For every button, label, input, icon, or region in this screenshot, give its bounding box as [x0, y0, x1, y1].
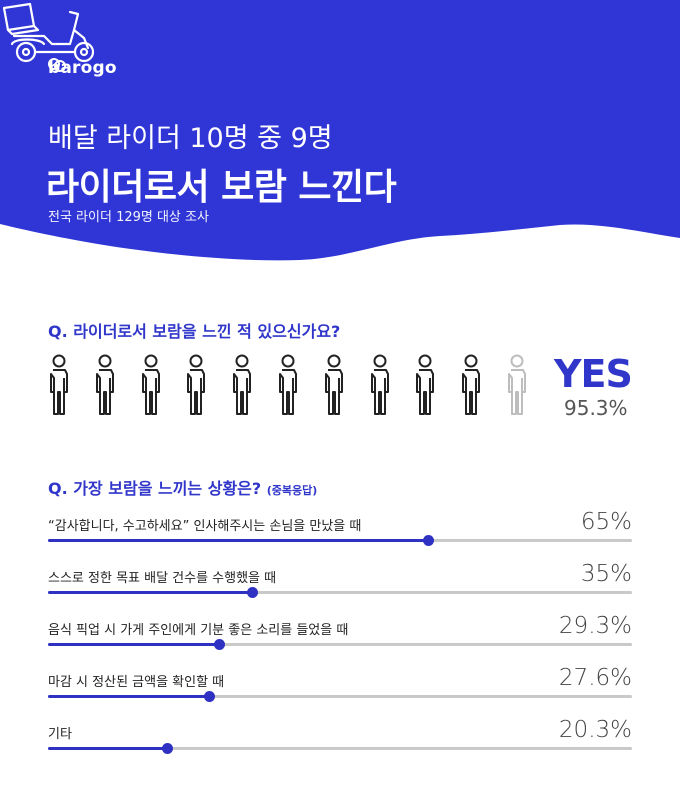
person-icon — [460, 354, 482, 418]
category-label: 음식 픽업 시 가게 주인에게 기분 좋은 소리를 들었을 때 — [48, 623, 349, 638]
answer-yes: YES — [554, 352, 633, 396]
header-banner: barogo 배달 라이더 10명 중 9명 라이더로서 보람 느낀다 전국 라… — [0, 0, 680, 270]
brand-logo: barogo — [48, 58, 117, 78]
person-icon — [369, 354, 391, 418]
person-icon — [323, 354, 345, 418]
question-2-note: (중복응답) — [266, 484, 318, 497]
headline-line2: 라이더로서 보람 느낀다 — [46, 167, 397, 208]
value-label: 35% — [580, 561, 632, 587]
chart-row: 마감 시 정산된 금액을 확인할 때 27.6% — [48, 665, 632, 711]
bar-end-dot — [247, 587, 259, 598]
yes-percent: 95.3% — [564, 396, 628, 420]
headline-line1: 배달 라이더 10명 중 9명 — [48, 123, 333, 154]
person-icon — [185, 354, 207, 418]
bar-track — [48, 743, 632, 754]
value-label: 65% — [580, 509, 632, 535]
bar-track — [48, 535, 632, 546]
category-label: 마감 시 정산된 금액을 확인할 때 — [48, 675, 225, 690]
chart-row: 스스로 정한 목표 배달 건수를 수행했을 때 35% — [48, 561, 632, 607]
question-2: Q. 가장 보람을 느끼는 상황은? (중복응답) — [48, 475, 317, 499]
bar-fill — [48, 591, 253, 594]
value-label: 20.3% — [558, 717, 632, 743]
category-label: 기타 — [48, 727, 72, 742]
person-icon — [231, 354, 253, 418]
bar-end-dot — [214, 639, 226, 650]
person-icon — [506, 354, 528, 418]
category-label: 스스로 정한 목표 배달 건수를 수행했을 때 — [48, 571, 277, 586]
person-icon — [414, 354, 436, 418]
bar-fill — [48, 695, 210, 698]
chart-row: 기타 20.3% — [48, 717, 632, 763]
delivery-scooter-icon — [2, 2, 95, 63]
barogo-logo-icon — [48, 58, 66, 72]
question-1: Q. 라이더로서 보람을 느낀 적 있으신가요? — [48, 322, 341, 341]
bar-end-dot — [422, 535, 434, 546]
bar-end-dot — [204, 691, 216, 702]
value-label: 27.6% — [558, 665, 632, 691]
chart-row: “감사합니다, 수고하세요” 인사해주시는 손님을 만났을 때 65% — [48, 509, 632, 555]
category-label: “감사합니다, 수고하세요” 인사해주시는 손님을 만났을 때 — [48, 519, 362, 534]
bar-fill — [48, 747, 167, 750]
bar-track — [48, 691, 632, 702]
bar-end-dot — [161, 743, 173, 754]
survey-subtitle: 전국 라이더 129명 대상 조사 — [48, 210, 209, 225]
header-wave-background — [0, 0, 680, 261]
value-label: 29.3% — [558, 613, 632, 639]
bar-track — [48, 639, 632, 650]
people-icon-row — [48, 354, 548, 418]
person-icon — [94, 354, 116, 418]
question-2-text: Q. 가장 보람을 느끼는 상황은? — [48, 479, 262, 498]
bar-fill — [48, 539, 428, 542]
person-icon — [140, 354, 162, 418]
bar-fill — [48, 643, 220, 646]
person-icon — [277, 354, 299, 418]
person-icon — [48, 354, 70, 418]
bar-track — [48, 587, 632, 598]
chart-row: 음식 픽업 시 가게 주인에게 기분 좋은 소리를 들었을 때 29.3% — [48, 613, 632, 659]
